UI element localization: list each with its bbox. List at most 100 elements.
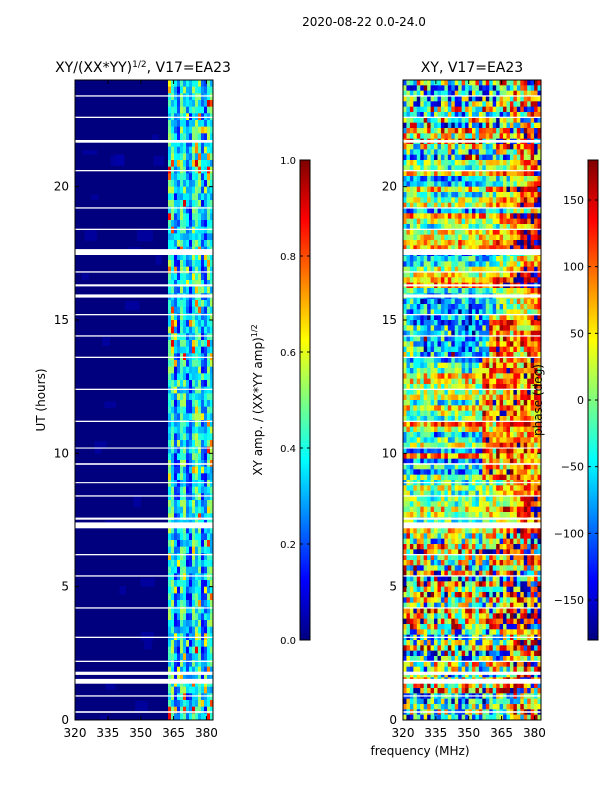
heatmap-cell xyxy=(468,357,473,364)
heatmap-cell xyxy=(527,341,532,348)
heatmap-cell xyxy=(406,144,411,150)
heatmap-cell xyxy=(201,686,205,694)
heatmap-cell xyxy=(440,485,445,492)
heatmap-cell xyxy=(509,272,514,278)
heatmap-cell xyxy=(472,400,476,406)
heatmap-cell xyxy=(204,80,208,88)
heatmap-cell xyxy=(183,506,187,514)
heatmap-cell xyxy=(420,245,425,252)
heatmap-cell xyxy=(168,506,172,514)
heatmap-cell xyxy=(451,362,456,369)
colorbar-tick-label: 0.8 xyxy=(280,252,296,263)
heatmap-cell xyxy=(482,170,487,177)
heatmap-cell xyxy=(423,426,428,433)
heatmap-cell xyxy=(192,273,196,281)
heatmap-cell xyxy=(516,208,521,214)
heatmap-cell xyxy=(458,352,463,358)
heatmap-cell xyxy=(485,181,490,188)
heatmap-cell xyxy=(420,213,425,220)
heatmap-cell xyxy=(189,160,193,168)
heatmap-cell xyxy=(458,405,463,412)
heatmap-cell xyxy=(423,298,428,305)
heatmap-cell xyxy=(201,433,205,441)
heatmap-cell xyxy=(174,326,178,334)
heatmap-cell xyxy=(198,453,202,461)
heatmap-cell xyxy=(520,416,525,422)
heatmap-cell xyxy=(168,240,172,248)
heatmap-cell xyxy=(499,394,504,401)
heatmap-cell xyxy=(427,448,431,454)
heatmap-cell xyxy=(475,272,480,278)
heatmap-cell xyxy=(444,416,449,422)
heatmap-cell xyxy=(171,533,175,541)
heatmap-cell xyxy=(496,336,500,342)
heatmap-cell xyxy=(413,298,418,305)
heatmap-cell xyxy=(444,453,449,460)
heatmap-cell xyxy=(201,426,205,434)
heatmap-cell xyxy=(447,464,452,470)
heatmap-cell xyxy=(444,474,449,481)
heatmap-cell xyxy=(465,272,469,278)
heatmap-cell xyxy=(485,528,490,534)
heatmap-cell xyxy=(520,256,525,262)
heatmap-cell xyxy=(186,213,190,221)
heatmap-cell xyxy=(492,384,497,390)
heatmap-cell xyxy=(183,526,187,534)
heatmap-cell xyxy=(168,186,172,194)
heatmap-cell xyxy=(177,560,181,568)
heatmap-cell xyxy=(195,473,199,481)
heatmap-cell xyxy=(430,458,435,465)
heatmap-cell xyxy=(506,416,511,422)
heatmap-cell xyxy=(186,626,190,634)
heatmap-cell xyxy=(506,533,511,540)
heatmap-cell xyxy=(489,170,494,177)
heatmap-cell xyxy=(447,378,452,385)
heatmap-cell xyxy=(534,165,538,172)
heatmap-cell xyxy=(534,432,538,438)
heatmap-cell xyxy=(499,186,504,193)
heatmap-cell xyxy=(201,153,205,161)
heatmap-cell xyxy=(168,140,172,148)
heatmap-cell xyxy=(465,197,469,204)
heatmap-cell xyxy=(527,266,532,273)
heatmap-cell xyxy=(195,466,199,474)
heatmap-cell xyxy=(506,154,511,161)
heatmap-cell xyxy=(496,469,500,476)
heatmap-cell xyxy=(195,640,199,648)
heatmap-cell xyxy=(478,272,483,278)
heatmap-cell xyxy=(489,165,494,172)
heatmap-cell xyxy=(420,341,425,348)
heatmap-cell xyxy=(472,384,476,390)
heatmap-cell xyxy=(454,362,459,369)
heatmap-cell xyxy=(461,485,466,492)
heatmap-cell xyxy=(523,197,528,204)
heatmap-cell xyxy=(451,506,456,513)
heatmap-cell xyxy=(444,245,449,252)
heatmap-cell xyxy=(413,357,418,364)
heatmap-cell xyxy=(171,586,175,594)
heatmap-cell xyxy=(210,506,213,514)
heatmap-cell xyxy=(416,160,421,166)
heatmap-cell xyxy=(406,96,411,102)
heatmap-cell xyxy=(461,277,466,284)
heatmap-cell xyxy=(207,226,211,234)
heatmap-cell xyxy=(440,362,445,369)
heatmap-cell xyxy=(534,261,538,268)
heatmap-cell xyxy=(440,170,445,177)
heatmap-cell xyxy=(506,245,511,252)
heatmap-cell xyxy=(437,336,442,342)
heatmap-cell xyxy=(171,713,175,720)
heatmap-cell xyxy=(416,208,421,214)
heatmap-cell xyxy=(496,133,500,140)
heatmap-cell xyxy=(458,496,463,502)
heatmap-cell xyxy=(451,90,456,97)
left-panel: XY/(XX*YY)1/2, V17=EA23 320 335 350 365 380 … xyxy=(34,60,231,740)
heatmap-cell xyxy=(458,133,463,140)
heatmap-cell xyxy=(534,394,538,401)
heatmap-cell xyxy=(423,320,428,326)
heatmap-cell xyxy=(440,389,445,396)
heatmap-cell xyxy=(527,272,532,278)
heatmap-cell xyxy=(482,442,487,449)
heatmap-cell xyxy=(195,253,199,261)
heatmap-cell xyxy=(409,186,414,193)
